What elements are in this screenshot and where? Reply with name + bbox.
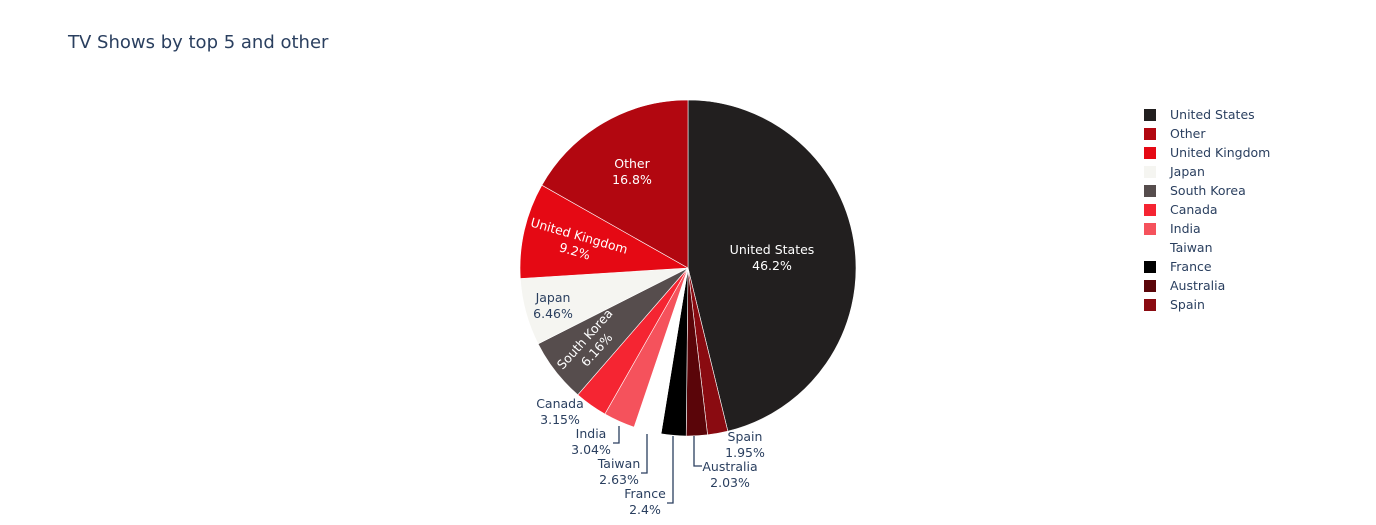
legend-label: France bbox=[1170, 259, 1212, 274]
slice-label-japan: Japan 6.46% bbox=[533, 290, 573, 321]
leader-line-india bbox=[613, 426, 620, 444]
legend-item-south-korea[interactable]: South Korea bbox=[1144, 181, 1270, 200]
legend-item-canada[interactable]: Canada bbox=[1144, 200, 1270, 219]
legend: United States Other United Kingdom Japan Sou… bbox=[1144, 105, 1270, 314]
legend-label: India bbox=[1170, 221, 1201, 236]
legend-item-united-kingdom[interactable]: United Kingdom bbox=[1144, 143, 1270, 162]
legend-label: United States bbox=[1170, 107, 1255, 122]
slice-label-taiwan: Taiwan 2.63% bbox=[597, 456, 641, 487]
legend-swatch bbox=[1144, 127, 1156, 140]
legend-swatch bbox=[1144, 298, 1156, 311]
leader-line-france bbox=[667, 436, 674, 504]
legend-label: Australia bbox=[1170, 278, 1226, 293]
legend-swatch bbox=[1144, 184, 1156, 197]
legend-swatch bbox=[1144, 165, 1156, 178]
pie-slice-other[interactable] bbox=[541, 99, 689, 269]
legend-swatch bbox=[1144, 108, 1156, 121]
legend-swatch bbox=[1144, 279, 1156, 292]
legend-item-united-states[interactable]: United States bbox=[1144, 105, 1270, 124]
legend-label: Japan bbox=[1170, 164, 1205, 179]
pie-slice-united-states[interactable] bbox=[687, 99, 857, 432]
legend-label: Other bbox=[1170, 126, 1206, 141]
legend-item-other[interactable]: Other bbox=[1144, 124, 1270, 143]
legend-swatch bbox=[1144, 241, 1156, 254]
legend-label: South Korea bbox=[1170, 183, 1246, 198]
slice-label-india: India 3.04% bbox=[571, 426, 611, 457]
legend-label: Canada bbox=[1170, 202, 1218, 217]
slice-label-spain: Spain 1.95% bbox=[725, 429, 765, 460]
legend-item-australia[interactable]: Australia bbox=[1144, 276, 1270, 295]
legend-item-india[interactable]: India bbox=[1144, 219, 1270, 238]
legend-item-spain[interactable]: Spain bbox=[1144, 295, 1270, 314]
slice-label-france: France 2.4% bbox=[624, 486, 666, 517]
leader-line-taiwan bbox=[641, 434, 648, 474]
legend-swatch bbox=[1144, 146, 1156, 159]
slice-label-other: Other 16.8% bbox=[612, 156, 652, 187]
legend-item-france[interactable]: France bbox=[1144, 257, 1270, 276]
legend-swatch bbox=[1144, 203, 1156, 216]
slice-label-australia: Australia 2.03% bbox=[702, 459, 757, 490]
legend-item-japan[interactable]: Japan bbox=[1144, 162, 1270, 181]
legend-swatch bbox=[1144, 260, 1156, 273]
chart-title: TV Shows by top 5 and other bbox=[68, 32, 329, 53]
pie-slice-united-kingdom[interactable] bbox=[519, 184, 690, 279]
legend-label: Taiwan bbox=[1170, 240, 1213, 255]
slice-label-canada: Canada 3.15% bbox=[536, 396, 584, 427]
legend-label: Spain bbox=[1170, 297, 1205, 312]
slice-label-united-states: United States 46.2% bbox=[730, 242, 815, 273]
legend-item-taiwan[interactable]: Taiwan bbox=[1144, 238, 1270, 257]
legend-label: United Kingdom bbox=[1170, 145, 1271, 160]
leader-line-australia bbox=[693, 436, 702, 467]
legend-swatch bbox=[1144, 222, 1156, 235]
